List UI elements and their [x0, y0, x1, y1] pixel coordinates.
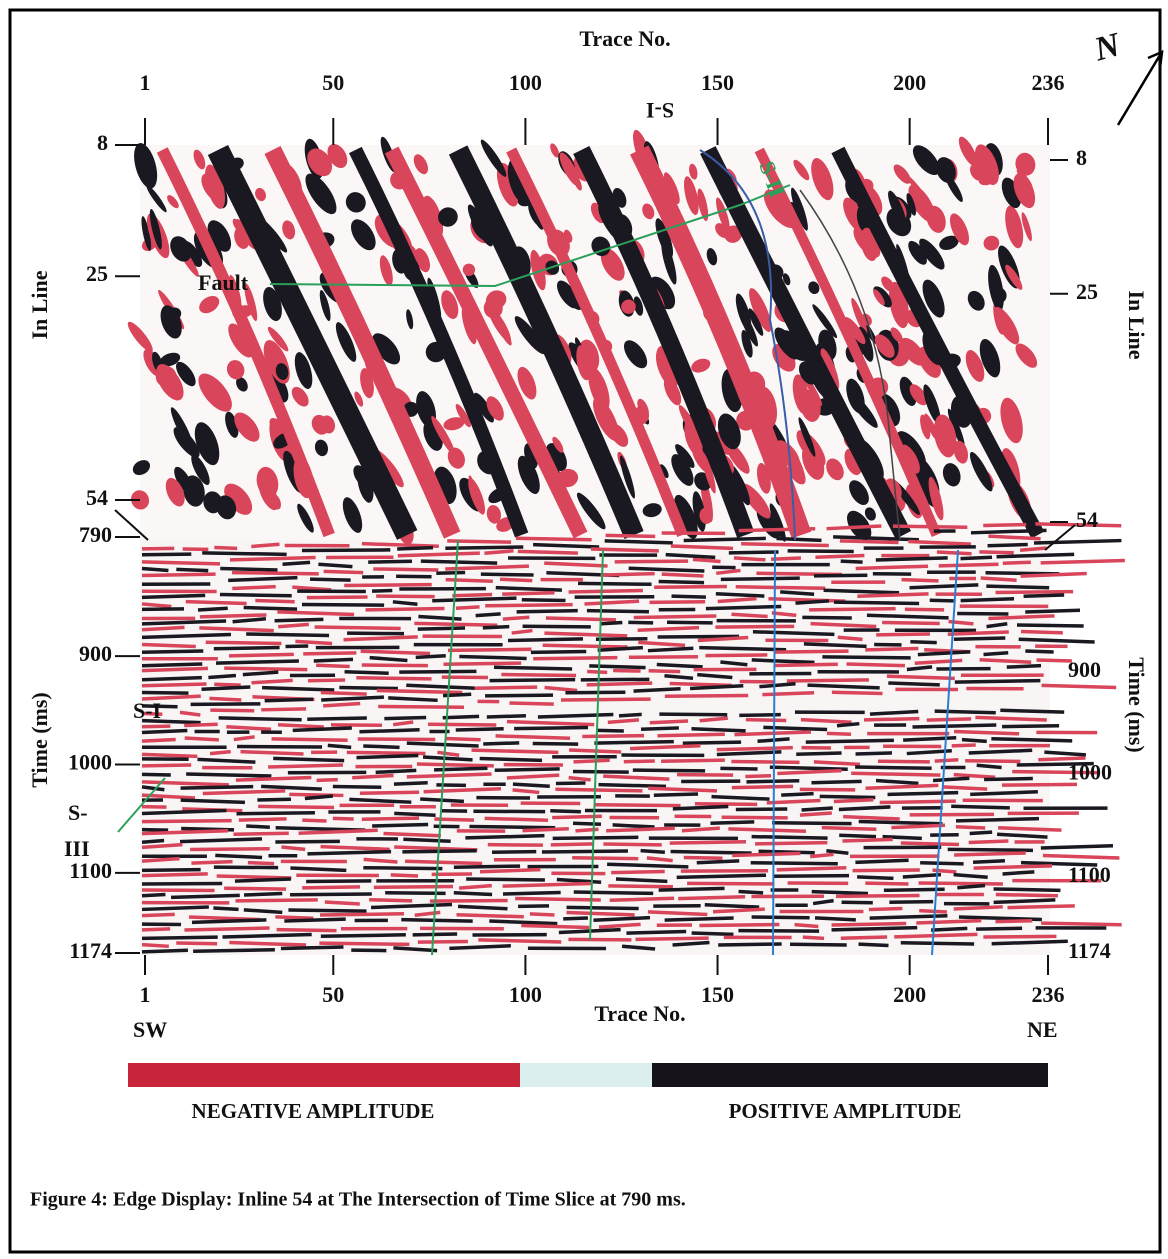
annotation: Fault: [198, 270, 249, 295]
tick-label: 200: [893, 70, 926, 95]
tick-label: 1: [140, 982, 151, 1007]
tick-label: 1100: [1068, 862, 1111, 887]
annotation: S-: [68, 800, 88, 825]
annotation: NE: [1027, 1017, 1058, 1042]
caption: Figure 4: Edge Display: Inline 54 at The…: [30, 1189, 686, 1211]
annotation: SW: [133, 1017, 167, 1042]
tick-label: 1000: [68, 750, 112, 775]
tick-label: 790: [79, 522, 112, 547]
tick-label: 54: [1076, 507, 1098, 532]
axis-title: In Line: [1124, 290, 1149, 359]
tick-label: 1174: [69, 938, 112, 963]
tick-label: 8: [1076, 145, 1087, 170]
tick-label: 1174: [1068, 938, 1111, 963]
zero-swatch: [520, 1063, 652, 1087]
seismic-image: [124, 128, 1124, 955]
annotation: S-I: [133, 698, 161, 723]
tick-label: 900: [1068, 657, 1101, 682]
negative-swatch: [128, 1063, 520, 1087]
amplitude-bar: [128, 1063, 1048, 1087]
positive-swatch: [652, 1063, 1048, 1087]
tick-label: 236: [1032, 982, 1065, 1007]
tick-label: 25: [1076, 279, 1098, 304]
tick-label: 54: [86, 485, 108, 510]
figure: Trace No. Trace No. In Line In Line Time…: [0, 0, 1168, 1259]
axis-title: Trace No.: [579, 26, 670, 51]
tick-label: 8: [97, 130, 108, 155]
annotation: S-I: [646, 98, 674, 123]
tick-label: 25: [86, 261, 108, 286]
tick-label: 50: [322, 70, 344, 95]
axis-title: Time (ms): [27, 692, 52, 788]
legend-label: NEGATIVE AMPLITUDE: [192, 1099, 435, 1123]
tick-label: 200: [893, 982, 926, 1007]
tick-label: 150: [701, 982, 734, 1007]
tick-label: 1100: [69, 858, 112, 883]
tick-label: 236: [1032, 70, 1065, 95]
tick-label: 50: [322, 982, 344, 1007]
tick-label: 1000: [1068, 760, 1112, 785]
tick-label: 150: [701, 70, 734, 95]
tick-label: 100: [509, 982, 542, 1007]
tick-label: 1: [140, 70, 151, 95]
axis-title: In Line: [27, 270, 52, 339]
axis-title: Trace No.: [594, 1001, 685, 1026]
tick-label: 100: [509, 70, 542, 95]
tick-label: 900: [79, 641, 112, 666]
axis-title: Time (ms): [1124, 657, 1149, 753]
legend-label: POSITIVE AMPLITUDE: [729, 1099, 962, 1123]
